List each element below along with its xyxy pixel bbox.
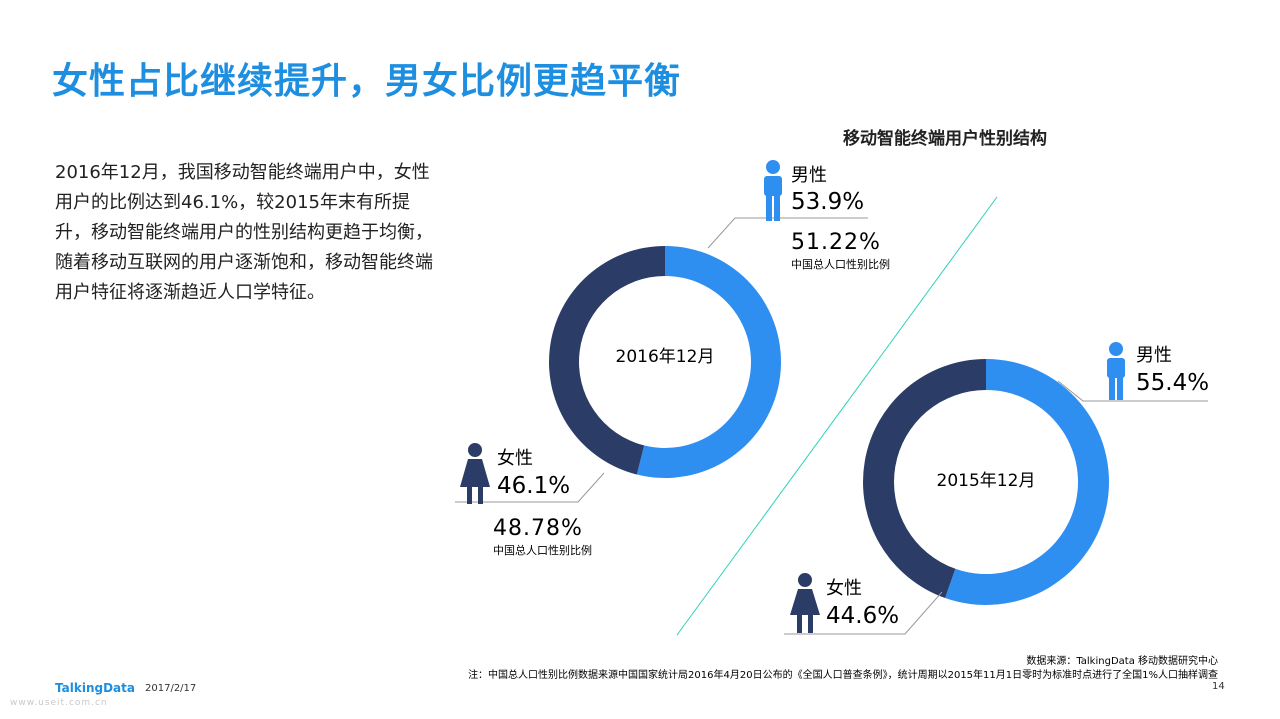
label-2015-female-value: 44.6% <box>826 603 899 629</box>
donut-slice-female <box>862 358 986 598</box>
donut-slice-female <box>548 246 665 475</box>
donut-2016 <box>548 246 781 478</box>
talkingdata-logo: TalkingData <box>55 681 135 695</box>
female-icon <box>790 573 820 633</box>
label-2015-male-name: 男性 <box>1136 345 1172 366</box>
male-icon <box>1107 342 1125 400</box>
donut-slice-male <box>945 359 1109 605</box>
label-2016-female-name: 女性 <box>497 448 533 469</box>
label-2015-male-value: 55.4% <box>1136 370 1209 396</box>
male-icon <box>764 160 782 221</box>
label-2016-male-value: 53.9% <box>791 189 864 215</box>
center-label-2016: 2016年12月 <box>616 347 715 367</box>
report-date: 2017/2/17 <box>145 683 197 694</box>
chart-title: 移动智能终端用户性别结构 <box>843 129 1047 149</box>
donut-2015 <box>862 358 1109 605</box>
data-source: 数据来源：TalkingData 移动数据研究中心 <box>1026 654 1218 667</box>
leader-line-2016-female <box>455 472 605 503</box>
page-title: 女性占比继续提升，男女比例更趋平衡 <box>52 61 682 102</box>
label-2016-male-name: 男性 <box>791 165 827 186</box>
leader-line-2016-male <box>707 217 868 249</box>
label-2015-female-name: 女性 <box>826 578 862 599</box>
diagonal-divider <box>676 196 998 636</box>
page-number: 14 <box>1212 681 1225 692</box>
label-2016-female-national: 48.78% <box>493 516 583 541</box>
label-2016-male-national: 51.22% <box>791 230 881 255</box>
leader-line-2015-male <box>1057 380 1208 402</box>
label-2016-female-value: 46.1% <box>497 473 570 499</box>
label-national-caption: 中国总人口性别比例 <box>493 543 592 557</box>
center-label-2015: 2015年12月 <box>937 471 1036 491</box>
female-icon <box>460 443 490 504</box>
leader-line-2015-female <box>784 591 943 635</box>
watermark: www.useit.com.cn <box>10 698 108 708</box>
description-text: 2016年12月，我国移动智能终端用户中，女性用户的比例达到46.1%，较201… <box>55 162 433 303</box>
donut-slice-male <box>636 246 781 478</box>
label-national-caption: 中国总人口性别比例 <box>791 257 890 271</box>
footnote: 注：中国总人口性别比例数据来源中国国家统计局2016年4月20日公布的《全国人口… <box>468 668 1218 681</box>
